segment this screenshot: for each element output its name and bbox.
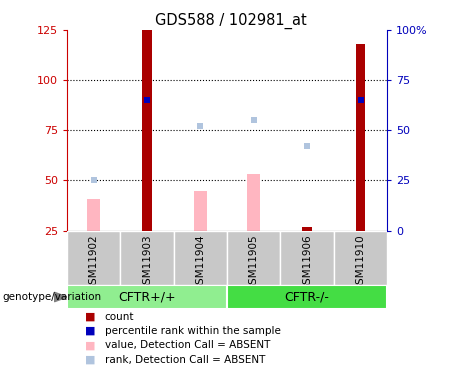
- Text: ■: ■: [85, 355, 96, 364]
- Text: GSM11902: GSM11902: [89, 234, 99, 291]
- Text: GSM11905: GSM11905: [249, 234, 259, 291]
- Bar: [280, 231, 334, 285]
- Text: GSM11910: GSM11910: [355, 234, 366, 291]
- Text: CFTR+/+: CFTR+/+: [118, 291, 176, 304]
- Text: rank, Detection Call = ABSENT: rank, Detection Call = ABSENT: [105, 355, 265, 364]
- Text: ■: ■: [85, 312, 96, 322]
- Text: ■: ■: [85, 326, 96, 336]
- Bar: [174, 231, 227, 285]
- Polygon shape: [54, 292, 67, 302]
- Bar: [194, 190, 207, 231]
- Bar: [142, 30, 152, 231]
- Text: value, Detection Call = ABSENT: value, Detection Call = ABSENT: [105, 340, 270, 350]
- Bar: [356, 44, 366, 231]
- Text: percentile rank within the sample: percentile rank within the sample: [105, 326, 281, 336]
- Text: GDS588 / 102981_at: GDS588 / 102981_at: [154, 13, 307, 29]
- Bar: [87, 198, 100, 231]
- Bar: [302, 226, 312, 231]
- Bar: [334, 231, 387, 285]
- Bar: [67, 231, 120, 285]
- Text: GSM11903: GSM11903: [142, 234, 152, 291]
- Bar: [67, 285, 227, 309]
- Bar: [227, 231, 280, 285]
- Text: count: count: [105, 312, 134, 322]
- Bar: [120, 231, 174, 285]
- Text: GSM11904: GSM11904: [195, 234, 205, 291]
- Bar: [247, 174, 260, 231]
- Text: ■: ■: [85, 340, 96, 350]
- Text: CFTR-/-: CFTR-/-: [285, 291, 330, 304]
- Text: GSM11906: GSM11906: [302, 234, 312, 291]
- Text: genotype/variation: genotype/variation: [2, 292, 101, 302]
- Bar: [227, 285, 387, 309]
